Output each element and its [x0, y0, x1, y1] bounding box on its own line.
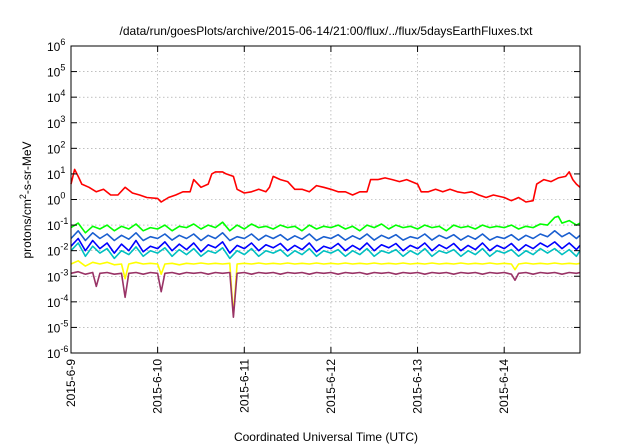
series-line-6: [70, 260, 581, 316]
y-tick-exponent: -5: [60, 318, 68, 328]
y-tick-exponent: 3: [60, 114, 65, 124]
y-tick-base: 10: [47, 142, 61, 156]
x-tick-label: 2015-6-10: [151, 359, 165, 414]
y-tick-label: 10-2: [47, 242, 68, 259]
y-tick-exponent: -6: [60, 344, 68, 354]
y-tick-label: 100: [47, 191, 65, 208]
x-axis-label: Coordinated Universal Time (UTC): [234, 430, 418, 444]
y-tick-base: 10: [47, 270, 61, 284]
series-line-3: [70, 242, 581, 260]
y-tick-label: 105: [47, 63, 65, 80]
series-line-2: [70, 215, 581, 234]
x-tick-label: 2015-6-13: [411, 359, 425, 414]
y-tick-base: 10: [47, 66, 61, 80]
y-tick-base: 10: [47, 40, 61, 54]
y-tick-label: 102: [47, 139, 65, 156]
y-tick-exponent: 0: [60, 191, 65, 201]
y-tick-label: 104: [47, 88, 65, 105]
y-tick-exponent: -3: [60, 267, 68, 277]
y-tick-label: 10-1: [47, 216, 68, 233]
y-tick-label: 10-4: [47, 293, 68, 310]
y-tick-base: 10: [47, 321, 61, 335]
chart-title: /data/run/goesPlots/archive/2015-06-14/2…: [120, 24, 534, 38]
y-tick-label: 106: [47, 37, 65, 54]
y-tick-base: 10: [47, 168, 61, 182]
y-tick-label: 10-3: [47, 267, 68, 284]
y-tick-label: 101: [47, 165, 65, 182]
x-tick-label: 2015-6-11: [237, 359, 251, 413]
x-tick-label: 2015-6-12: [324, 359, 338, 414]
y-tick-exponent: -1: [60, 216, 68, 226]
series-line-1: [70, 168, 581, 203]
series-line-4: [70, 237, 581, 254]
y-tick-exponent: 6: [60, 37, 65, 47]
y-axis-label: protons/cm2-s-sr-MeV: [18, 141, 34, 258]
x-tick-labels: 2015-6-9 2015-6-10 2015-6-11 2015-6-12 2015-…: [64, 359, 511, 414]
y-tick-label: 103: [47, 114, 65, 131]
y-axis-label-sup: 2: [18, 194, 28, 199]
y-tick-exponent: 2: [60, 139, 65, 149]
grid: [71, 46, 580, 353]
y-tick-exponent: 5: [60, 63, 65, 73]
y-tick-base: 10: [47, 245, 61, 259]
y-tick-label: 10-6: [47, 344, 68, 361]
y-tick-label: 10-5: [47, 318, 68, 335]
series-line-7: [70, 270, 581, 318]
x-tick-label: 2015-6-9: [64, 359, 78, 407]
y-axis-label-base: protons/cm: [20, 199, 34, 258]
y-tick-labels: 10-610-510-410-310-210-11001011021031041…: [47, 37, 68, 361]
y-tick-exponent: -4: [60, 293, 68, 303]
axis-ticks: [70, 45, 580, 354]
x-tick-label: 2015-6-14: [497, 359, 511, 414]
y-axis-label-rest: -s-sr-MeV: [20, 141, 34, 194]
y-tick-base: 10: [47, 347, 61, 361]
y-tick-base: 10: [47, 91, 61, 105]
y-tick-exponent: -2: [60, 242, 68, 252]
series-line-5: [70, 230, 581, 242]
y-tick-exponent: 4: [60, 88, 65, 98]
y-tick-base: 10: [47, 194, 61, 208]
y-tick-base: 10: [47, 296, 61, 310]
y-tick-base: 10: [47, 219, 61, 233]
y-tick-exponent: 1: [60, 165, 65, 175]
series-lines: [70, 168, 581, 318]
y-tick-base: 10: [47, 117, 61, 131]
